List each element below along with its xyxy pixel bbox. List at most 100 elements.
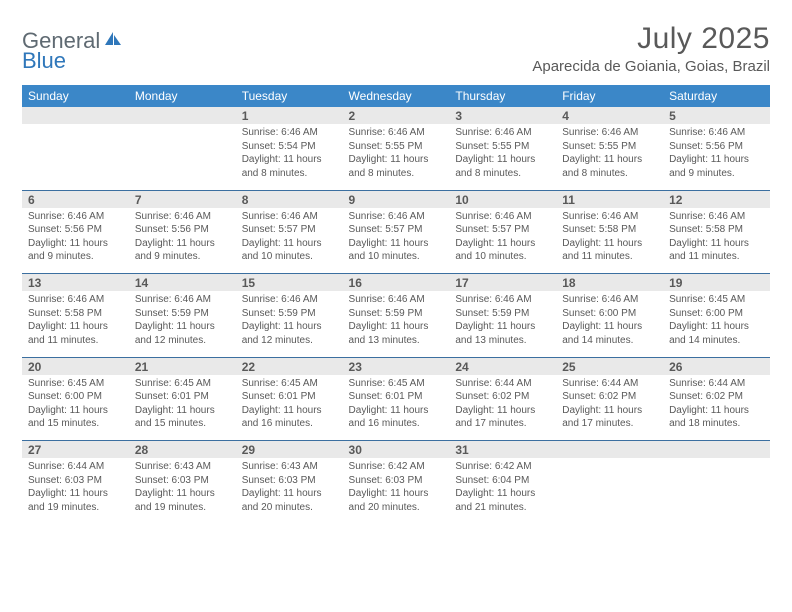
- sunset-label: Sunset: 6:04 PM: [455, 474, 550, 488]
- sunset-label: Sunset: 5:59 PM: [455, 307, 550, 321]
- day-number: 25: [562, 360, 575, 374]
- page-title: July 2025: [532, 22, 770, 56]
- daylight-label: Daylight: 11 hours: [669, 320, 764, 334]
- day-body-cell: Sunrise: 6:46 AMSunset: 5:59 PMDaylight:…: [236, 291, 343, 357]
- daylight-label: Daylight: 11 hours: [455, 153, 550, 167]
- day-body-cell: Sunrise: 6:42 AMSunset: 6:03 PMDaylight:…: [343, 458, 450, 524]
- day-number-cell: 30: [343, 441, 450, 458]
- daylight-label: and 10 minutes.: [242, 250, 337, 264]
- sunrise-label: Sunrise: 6:46 AM: [669, 126, 764, 140]
- daylight-label: and 10 minutes.: [349, 250, 444, 264]
- day-body-cell: Sunrise: 6:46 AMSunset: 6:00 PMDaylight:…: [556, 291, 663, 357]
- daylight-label: and 9 minutes.: [135, 250, 230, 264]
- sunset-label: Sunset: 5:56 PM: [28, 223, 123, 237]
- sunrise-label: Sunrise: 6:46 AM: [242, 126, 337, 140]
- title-block: July 2025 Aparecida de Goiania, Goias, B…: [532, 22, 770, 75]
- sunset-label: Sunset: 6:00 PM: [562, 307, 657, 321]
- day-number: 2: [349, 109, 356, 123]
- sunrise-label: Sunrise: 6:42 AM: [455, 460, 550, 474]
- day-body-cell: Sunrise: 6:44 AMSunset: 6:03 PMDaylight:…: [22, 458, 129, 524]
- sunset-label: Sunset: 5:55 PM: [349, 140, 444, 154]
- daylight-label: and 13 minutes.: [455, 334, 550, 348]
- dow-tuesday: Tuesday: [236, 85, 343, 107]
- day-number-cell: 6: [22, 191, 129, 208]
- sunset-label: Sunset: 5:54 PM: [242, 140, 337, 154]
- dow-monday: Monday: [129, 85, 236, 107]
- day-number: 23: [349, 360, 362, 374]
- day-number-cell: [22, 107, 129, 124]
- sunrise-label: Sunrise: 6:46 AM: [455, 210, 550, 224]
- day-number: 26: [669, 360, 682, 374]
- day-body-cell: [129, 124, 236, 190]
- daylight-label: and 16 minutes.: [242, 417, 337, 431]
- day-number: 31: [455, 443, 468, 457]
- daylight-label: Daylight: 11 hours: [349, 404, 444, 418]
- daylight-label: and 15 minutes.: [135, 417, 230, 431]
- sunrise-label: Sunrise: 6:46 AM: [349, 210, 444, 224]
- day-number: 20: [28, 360, 41, 374]
- brand-part2: Blue: [22, 48, 66, 73]
- day-body-cell: Sunrise: 6:46 AMSunset: 5:58 PMDaylight:…: [22, 291, 129, 357]
- day-number-row: 20 2122 23 24 25 26: [22, 358, 770, 375]
- day-number-row: 12345: [22, 107, 770, 124]
- daylight-label: and 19 minutes.: [135, 501, 230, 515]
- sunrise-label: Sunrise: 6:44 AM: [28, 460, 123, 474]
- day-number: 29: [242, 443, 255, 457]
- daylight-label: and 12 minutes.: [135, 334, 230, 348]
- daylight-label: and 17 minutes.: [455, 417, 550, 431]
- day-number-cell: 22: [236, 358, 343, 375]
- dow-wednesday: Wednesday: [343, 85, 450, 107]
- sunrise-label: Sunrise: 6:46 AM: [669, 210, 764, 224]
- day-number-cell: [129, 107, 236, 124]
- sunrise-label: Sunrise: 6:46 AM: [349, 126, 444, 140]
- daylight-label: Daylight: 11 hours: [242, 153, 337, 167]
- sunset-label: Sunset: 6:00 PM: [669, 307, 764, 321]
- sunrise-label: Sunrise: 6:46 AM: [135, 293, 230, 307]
- daylight-label: Daylight: 11 hours: [669, 404, 764, 418]
- sunset-label: Sunset: 5:56 PM: [669, 140, 764, 154]
- daylight-label: and 8 minutes.: [242, 167, 337, 181]
- sunset-label: Sunset: 6:03 PM: [349, 474, 444, 488]
- day-number: 9: [349, 193, 356, 207]
- daylight-label: and 12 minutes.: [242, 334, 337, 348]
- day-number-cell: 7: [129, 191, 236, 208]
- sunset-label: Sunset: 6:01 PM: [242, 390, 337, 404]
- day-number-cell: 20: [22, 358, 129, 375]
- sunrise-label: Sunrise: 6:46 AM: [349, 293, 444, 307]
- daylight-label: and 9 minutes.: [669, 167, 764, 181]
- daylight-label: and 10 minutes.: [455, 250, 550, 264]
- day-number: 30: [349, 443, 362, 457]
- daylight-label: Daylight: 11 hours: [349, 320, 444, 334]
- day-number-cell: [556, 441, 663, 458]
- day-body-row: Sunrise: 6:44 AMSunset: 6:03 PMDaylight:…: [22, 458, 770, 524]
- dow-sunday: Sunday: [22, 85, 129, 107]
- day-number: 5: [669, 109, 676, 123]
- sunset-label: Sunset: 5:59 PM: [135, 307, 230, 321]
- day-number: 16: [349, 276, 362, 290]
- day-body-cell: [663, 458, 770, 524]
- day-body-cell: [556, 458, 663, 524]
- daylight-label: Daylight: 11 hours: [455, 320, 550, 334]
- daylight-label: and 8 minutes.: [349, 167, 444, 181]
- day-number: 24: [455, 360, 468, 374]
- sunset-label: Sunset: 5:57 PM: [242, 223, 337, 237]
- day-body-cell: Sunrise: 6:45 AMSunset: 6:01 PMDaylight:…: [343, 375, 450, 441]
- daylight-label: Daylight: 11 hours: [28, 404, 123, 418]
- day-number-cell: [663, 441, 770, 458]
- day-number-cell: 12: [663, 191, 770, 208]
- daylight-label: and 11 minutes.: [28, 334, 123, 348]
- daylight-label: Daylight: 11 hours: [669, 237, 764, 251]
- day-number-cell: 27: [22, 441, 129, 458]
- day-number: 6: [28, 193, 35, 207]
- daylight-label: and 14 minutes.: [562, 334, 657, 348]
- sunset-label: Sunset: 5:56 PM: [135, 223, 230, 237]
- day-body-cell: Sunrise: 6:46 AMSunset: 5:56 PMDaylight:…: [129, 208, 236, 274]
- day-number-cell: 21: [129, 358, 236, 375]
- day-body-cell: Sunrise: 6:46 AMSunset: 5:59 PMDaylight:…: [129, 291, 236, 357]
- daylight-label: Daylight: 11 hours: [135, 404, 230, 418]
- sunset-label: Sunset: 5:58 PM: [669, 223, 764, 237]
- day-number-cell: 18: [556, 274, 663, 291]
- daylight-label: Daylight: 11 hours: [135, 237, 230, 251]
- day-body-cell: Sunrise: 6:44 AMSunset: 6:02 PMDaylight:…: [556, 375, 663, 441]
- sunset-label: Sunset: 5:58 PM: [562, 223, 657, 237]
